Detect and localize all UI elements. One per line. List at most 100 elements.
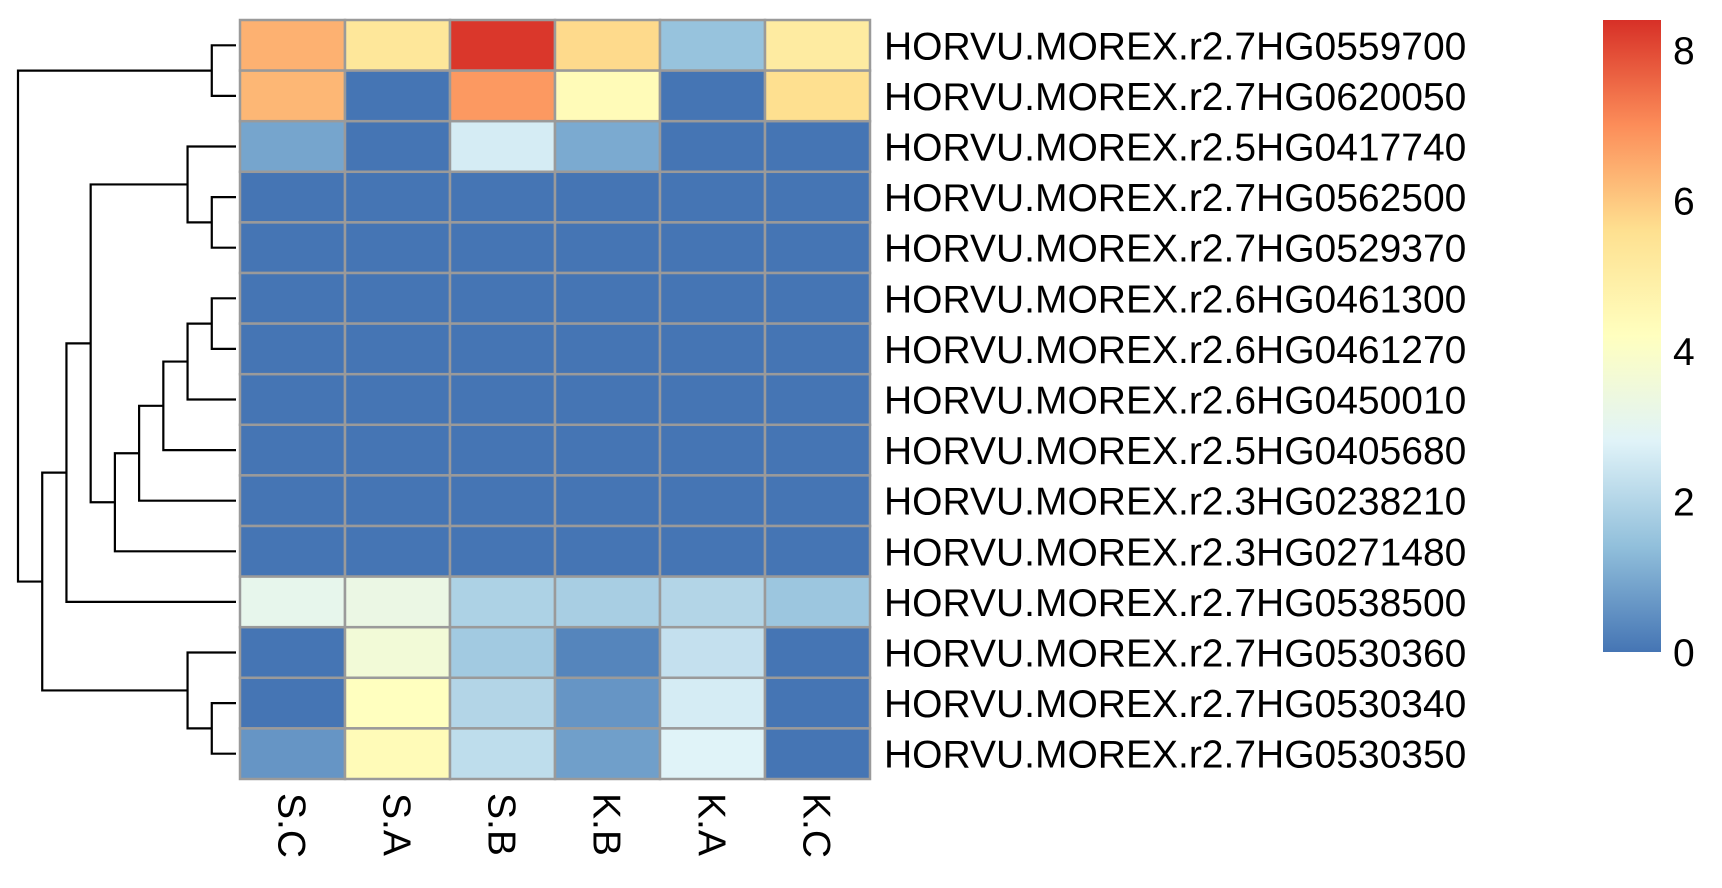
legend-tick-label: 2 bbox=[1673, 482, 1695, 525]
column-label: S.B bbox=[480, 793, 523, 856]
heatmap-cell bbox=[553, 625, 662, 680]
heatmap-cell bbox=[238, 170, 347, 224]
heatmap-cell bbox=[448, 474, 557, 528]
heatmap-cell bbox=[238, 18, 347, 72]
row-label: HORVU.MOREX.r2.7HG0529370 bbox=[884, 228, 1466, 271]
heatmap-cell bbox=[238, 575, 347, 629]
row-dendrogram bbox=[16, 44, 236, 755]
heatmap-cell bbox=[343, 18, 452, 72]
heatmap-cell bbox=[343, 423, 452, 477]
heatmap-cell bbox=[553, 474, 662, 528]
heatmap-cell bbox=[763, 69, 872, 123]
heatmap-cell bbox=[448, 170, 557, 224]
heatmap-cell bbox=[763, 119, 872, 174]
row-label: HORVU.MOREX.r2.7HG0530340 bbox=[884, 683, 1466, 726]
heatmap-cell bbox=[553, 271, 662, 325]
heatmap-cell bbox=[448, 423, 557, 477]
heatmap-cell bbox=[763, 676, 872, 730]
dendrogram-branch bbox=[186, 651, 236, 730]
heatmap-cell bbox=[553, 221, 662, 275]
heatmap-cell bbox=[343, 474, 452, 528]
legend-tick-label: 6 bbox=[1673, 181, 1695, 224]
heatmap-cell bbox=[763, 575, 872, 629]
heatmap-cell bbox=[658, 372, 767, 427]
heatmap-cell bbox=[238, 524, 347, 578]
heatmap-cell bbox=[658, 119, 767, 174]
heatmap-cell bbox=[238, 423, 347, 477]
heatmap-cell bbox=[553, 18, 662, 72]
dendrogram-branch bbox=[65, 342, 236, 603]
heatmap-cell bbox=[658, 727, 767, 781]
heatmap-cell bbox=[763, 625, 872, 680]
heatmap-cell bbox=[448, 625, 557, 680]
dendrogram-branch bbox=[162, 360, 236, 452]
heatmap-cell bbox=[343, 271, 452, 325]
heatmap-cell bbox=[763, 727, 872, 781]
heatmap-cell bbox=[658, 18, 767, 72]
heatmap-cell bbox=[763, 271, 872, 325]
heatmap-cell bbox=[238, 119, 347, 174]
heatmap-cell bbox=[553, 524, 662, 578]
heatmap-cell bbox=[448, 322, 557, 376]
heatmap-cell bbox=[238, 625, 347, 680]
legend-tick-label: 0 bbox=[1673, 632, 1695, 675]
heatmap-cell bbox=[763, 322, 872, 376]
heatmap-cell bbox=[553, 69, 662, 123]
column-label: S.C bbox=[270, 793, 313, 858]
heatmap-cell bbox=[238, 727, 347, 781]
heatmap-cell bbox=[238, 322, 347, 376]
dendrogram-branch bbox=[210, 297, 236, 350]
heatmap-cell bbox=[763, 170, 872, 224]
heatmap-cell bbox=[658, 423, 767, 477]
row-label: HORVU.MOREX.r2.6HG0450010 bbox=[884, 380, 1466, 423]
heatmap-cell bbox=[343, 524, 452, 578]
heatmap-cell bbox=[448, 221, 557, 275]
dendrogram-branch bbox=[16, 69, 212, 583]
heatmap-cell bbox=[448, 271, 557, 325]
heatmap-cell bbox=[448, 727, 557, 781]
row-label: HORVU.MOREX.r2.7HG0530350 bbox=[884, 734, 1466, 777]
heatmap-cell bbox=[343, 221, 452, 275]
legend-tick-label: 8 bbox=[1673, 30, 1695, 73]
heatmap-cell bbox=[238, 69, 347, 123]
row-label: HORVU.MOREX.r2.3HG0238210 bbox=[884, 481, 1466, 524]
heatmap-cells bbox=[238, 18, 872, 781]
heatmap-cell bbox=[763, 474, 872, 528]
heatmap-cell bbox=[343, 575, 452, 629]
heatmap-cell bbox=[343, 119, 452, 174]
heatmap-cell bbox=[658, 322, 767, 376]
heatmap-cell bbox=[658, 271, 767, 325]
heatmap-cell bbox=[553, 170, 662, 224]
dendrogram-branch bbox=[210, 196, 236, 249]
heatmap-cell bbox=[763, 221, 872, 275]
heatmap-cell bbox=[553, 575, 662, 629]
heatmap-cell bbox=[763, 524, 872, 578]
heatmap-cell bbox=[658, 69, 767, 123]
row-label: HORVU.MOREX.r2.7HG0620050 bbox=[884, 76, 1466, 119]
dendrogram-branch bbox=[186, 145, 236, 224]
row-label: HORVU.MOREX.r2.7HG0562500 bbox=[884, 177, 1466, 220]
heatmap-cell bbox=[658, 575, 767, 629]
heatmap-cell bbox=[553, 322, 662, 376]
dendrogram-branch bbox=[210, 702, 236, 755]
heatmap-cell bbox=[343, 322, 452, 376]
heatmap-cell bbox=[343, 69, 452, 123]
color-legend: 0 2 4 6 8 bbox=[1603, 20, 1695, 675]
column-label: S.A bbox=[375, 793, 418, 856]
dendrogram-branch bbox=[210, 44, 236, 97]
heatmap-cell bbox=[658, 474, 767, 528]
heatmap-cell bbox=[238, 474, 347, 528]
heatmap-cell bbox=[238, 221, 347, 275]
row-label: HORVU.MOREX.r2.5HG0417740 bbox=[884, 127, 1466, 170]
row-label: HORVU.MOREX.r2.5HG0405680 bbox=[884, 430, 1466, 473]
heatmap-cell bbox=[343, 170, 452, 224]
heatmap-cell bbox=[658, 170, 767, 224]
legend-color-bar bbox=[1603, 20, 1661, 652]
heatmap-cell bbox=[343, 676, 452, 730]
heatmap-cell bbox=[343, 625, 452, 680]
column-label: K.B bbox=[585, 793, 628, 856]
heatmap-cell bbox=[448, 69, 557, 123]
column-label: K.A bbox=[690, 793, 733, 856]
heatmap-cell bbox=[763, 372, 872, 427]
dendrogram-branch bbox=[113, 452, 236, 553]
